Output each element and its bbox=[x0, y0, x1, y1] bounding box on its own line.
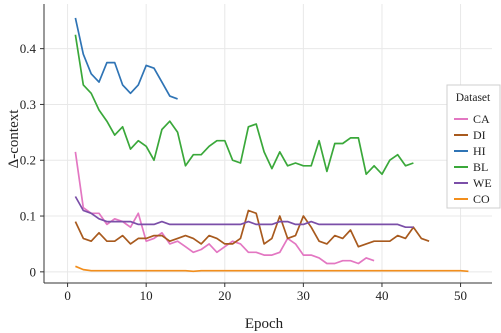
legend-box bbox=[446, 84, 501, 209]
legend-label-co: CO bbox=[473, 192, 490, 206]
x-tick-label: 20 bbox=[218, 288, 231, 303]
series-line-di bbox=[74, 209, 430, 248]
series-line-hi bbox=[74, 17, 178, 100]
y-tick-label: 0.4 bbox=[20, 41, 37, 56]
series-line-bl bbox=[74, 34, 414, 176]
y-tick-label: 0.2 bbox=[20, 153, 36, 168]
series-lines bbox=[74, 17, 469, 273]
tick-labels: 0 10 20 30 40 50 0 0.1 0.2 0.3 0.4 bbox=[20, 41, 467, 303]
legend-label-bl: BL bbox=[473, 160, 488, 174]
series-line-ca bbox=[74, 151, 375, 265]
y-tick-label: 0 bbox=[30, 264, 37, 279]
legend-label-ca: CA bbox=[473, 112, 490, 126]
axes bbox=[40, 4, 492, 287]
x-tick-label: 40 bbox=[375, 288, 388, 303]
y-axis-title: Δ-context bbox=[6, 109, 22, 169]
x-axis-title: Epoch bbox=[245, 316, 284, 332]
y-tick-label: 0.3 bbox=[20, 97, 36, 112]
x-tick-label: 0 bbox=[64, 288, 71, 303]
series-line-we bbox=[74, 196, 414, 229]
legend: Dataset CA DI HI BL WE CO bbox=[446, 84, 501, 209]
legend-label-hi: HI bbox=[473, 144, 486, 158]
y-tick-label: 0.1 bbox=[20, 209, 36, 224]
x-tick-label: 30 bbox=[297, 288, 310, 303]
x-tick-label: 10 bbox=[140, 288, 153, 303]
series-line-co bbox=[75, 265, 469, 273]
legend-label-we: WE bbox=[473, 176, 492, 190]
legend-label-di: DI bbox=[473, 128, 486, 142]
x-tick-label: 50 bbox=[454, 288, 467, 303]
legend-items: CA DI HI BL WE CO bbox=[454, 112, 492, 206]
legend-title: Dataset bbox=[456, 92, 491, 104]
